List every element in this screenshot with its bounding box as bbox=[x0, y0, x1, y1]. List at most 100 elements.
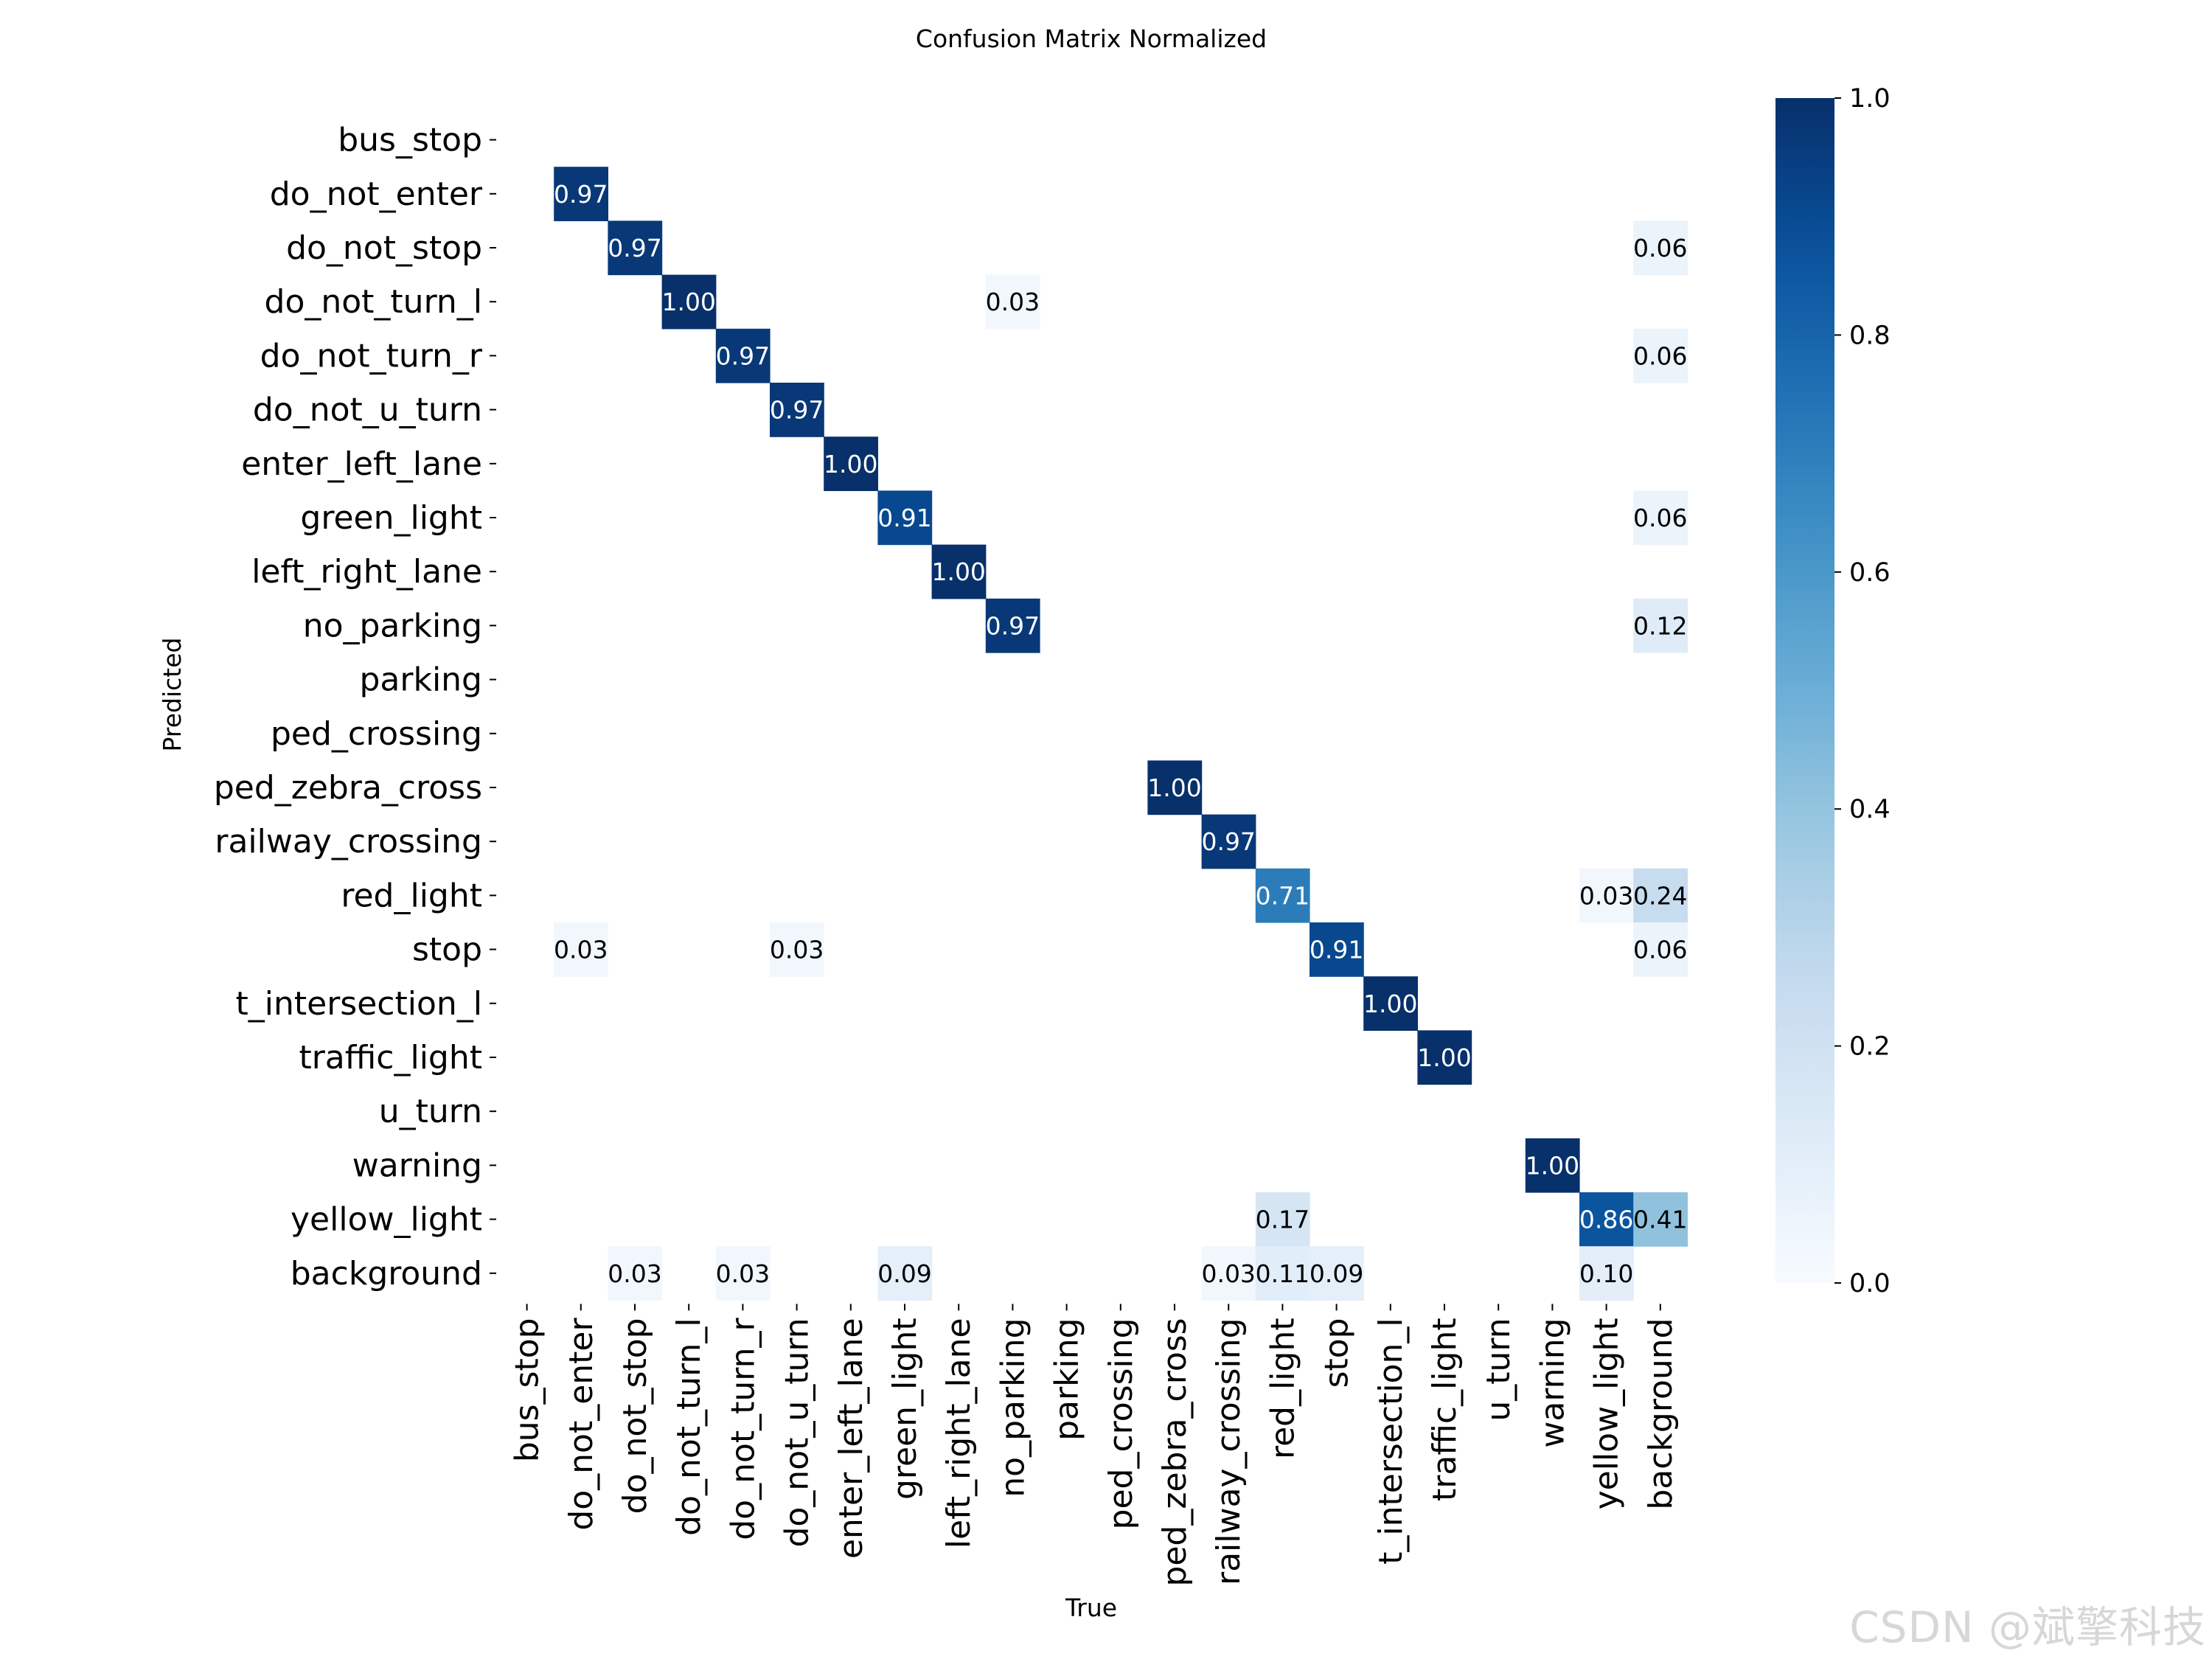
heatmap-cell bbox=[1633, 868, 1688, 923]
x-tick-label: do_not_u_turn bbox=[779, 1318, 816, 1547]
heatmap-cell bbox=[877, 490, 933, 546]
colorbar-tick-label: 0.6 bbox=[1849, 558, 1891, 588]
colorbar-tick-label: 0.2 bbox=[1849, 1032, 1891, 1062]
y-tick-label: enter_left_lane bbox=[241, 445, 482, 483]
heatmap-cell bbox=[1255, 1192, 1310, 1247]
cell-value-label: 1.00 bbox=[661, 288, 715, 316]
heatmap-cell bbox=[770, 922, 824, 977]
heatmap-cell bbox=[1201, 814, 1256, 869]
y-tick-label: bus_stop bbox=[338, 122, 482, 159]
cell-value-label: 0.97 bbox=[608, 234, 661, 262]
cell-value-label: 1.00 bbox=[1363, 990, 1417, 1018]
y-tick-label: green_light bbox=[300, 499, 482, 537]
heatmap-cell bbox=[770, 383, 824, 437]
heatmap-cell bbox=[1310, 922, 1364, 977]
cell-value-label: 1.00 bbox=[824, 450, 877, 479]
cell-value-label: 0.97 bbox=[1201, 827, 1255, 856]
heatmap-cell bbox=[824, 437, 878, 491]
cell-value-label: 0.41 bbox=[1633, 1206, 1687, 1234]
cell-value-label: 0.97 bbox=[770, 396, 824, 425]
heatmap-cell bbox=[1579, 1246, 1634, 1301]
x-tick-label: left_right_lane bbox=[940, 1318, 978, 1548]
heatmap-cell bbox=[1633, 220, 1688, 276]
y-tick-label: do_not_stop bbox=[286, 229, 482, 267]
colorbar-gradient bbox=[1775, 98, 1834, 1283]
cell-value-label: 0.03 bbox=[1201, 1259, 1255, 1288]
y-tick-label: red_light bbox=[341, 877, 482, 914]
heatmap-cell bbox=[608, 1246, 663, 1301]
x-tick-label: t_intersection_l bbox=[1372, 1318, 1410, 1564]
cell-value-label: 1.00 bbox=[1147, 773, 1201, 802]
cell-value-label: 0.97 bbox=[986, 611, 1040, 640]
cell-value-label: 0.03 bbox=[554, 936, 608, 964]
y-tick-label: yellow_light bbox=[291, 1201, 482, 1239]
heatmap-cell bbox=[877, 1246, 933, 1301]
cell-value-label: 0.06 bbox=[1633, 234, 1687, 262]
colorbar-tick-label: 0.4 bbox=[1849, 795, 1891, 824]
cell-value-label: 0.06 bbox=[1633, 504, 1687, 532]
cell-value-label: 1.00 bbox=[931, 557, 985, 586]
chart-title: Confusion Matrix Normalized bbox=[916, 24, 1267, 53]
x-tick-label: red_light bbox=[1264, 1318, 1301, 1459]
y-tick-label: ped_zebra_cross bbox=[214, 769, 482, 807]
y-axis-label: Predicted bbox=[158, 638, 187, 752]
heatmap-cell bbox=[554, 922, 608, 977]
cell-value-label: 0.03 bbox=[1579, 881, 1633, 910]
x-tick-label: traffic_light bbox=[1426, 1318, 1464, 1501]
cell-value-label: 0.11 bbox=[1256, 1259, 1310, 1288]
colorbar-tick-label: 0.8 bbox=[1849, 321, 1891, 350]
heatmap-cell bbox=[1579, 868, 1634, 923]
heatmap-cell bbox=[1255, 1246, 1310, 1301]
cell-value-label: 0.86 bbox=[1579, 1206, 1633, 1234]
heatmap-cell bbox=[1633, 922, 1688, 977]
x-tick-label: enter_left_lane bbox=[832, 1318, 870, 1559]
heatmap-cell bbox=[661, 274, 717, 330]
heatmap-cell bbox=[1579, 1192, 1634, 1247]
cell-value-label: 0.03 bbox=[986, 288, 1040, 316]
colorbar-tick-label: 0.0 bbox=[1849, 1269, 1891, 1298]
heatmap-cell bbox=[1633, 328, 1688, 383]
x-tick-label: warning bbox=[1534, 1318, 1571, 1447]
y-tick-label: traffic_light bbox=[299, 1039, 482, 1077]
heatmap-cell bbox=[1525, 1138, 1580, 1193]
y-tick-label: u_turn bbox=[379, 1093, 482, 1130]
cell-value-label: 0.03 bbox=[770, 936, 824, 964]
y-tick-label: background bbox=[291, 1255, 482, 1293]
heatmap-cell bbox=[608, 220, 663, 276]
heatmap-cell bbox=[1255, 868, 1310, 923]
x-tick-labels: bus_stop do_not_enter do_not_stop do_not_tu… bbox=[509, 1304, 1680, 1587]
y-tick-label: parking bbox=[359, 661, 482, 699]
heatmap-cell bbox=[1363, 976, 1418, 1031]
heatmap-cell bbox=[1201, 1246, 1256, 1301]
y-tick-label: do_not_turn_l bbox=[265, 283, 482, 321]
x-tick-label: no_parking bbox=[994, 1318, 1032, 1497]
cell-value-label: 0.24 bbox=[1633, 881, 1687, 910]
colorbar-tick-label: 1.0 bbox=[1849, 84, 1891, 114]
heatmap-cell bbox=[985, 274, 1040, 330]
cell-value-label: 0.09 bbox=[877, 1259, 931, 1288]
cell-value-label: 0.71 bbox=[1256, 881, 1310, 910]
colorbar: 0.0 0.2 0.4 0.6 0.8 1.0 bbox=[1775, 84, 1891, 1298]
cell-value-label: 0.10 bbox=[1579, 1259, 1633, 1288]
heatmap-cell bbox=[715, 1246, 771, 1301]
x-tick-label: bus_stop bbox=[509, 1318, 546, 1462]
cell-value-label: 0.09 bbox=[1310, 1259, 1363, 1288]
x-tick-label: yellow_light bbox=[1588, 1318, 1626, 1509]
y-tick-label: railway_crossing bbox=[215, 823, 482, 860]
heatmap-cell bbox=[1633, 1192, 1688, 1247]
heatmap-cell bbox=[931, 544, 987, 599]
x-tick-label: parking bbox=[1048, 1318, 1086, 1441]
x-axis-label: True bbox=[1065, 1593, 1117, 1622]
y-tick-label: left_right_lane bbox=[251, 553, 482, 591]
x-tick-label: railway_crossing bbox=[1210, 1318, 1248, 1585]
x-tick-label: do_not_turn_l bbox=[670, 1318, 708, 1535]
cell-value-label: 1.00 bbox=[1417, 1043, 1471, 1072]
heatmap-cell bbox=[715, 328, 771, 383]
cell-value-label: 0.03 bbox=[716, 1259, 770, 1288]
cell-value-label: 0.91 bbox=[1310, 936, 1363, 964]
heatmap-cell bbox=[1417, 1030, 1472, 1085]
watermark-text: CSDN @斌擎科技 bbox=[1849, 1602, 2206, 1652]
x-tick-label: stop bbox=[1318, 1318, 1356, 1388]
cell-value-label: 1.00 bbox=[1526, 1151, 1579, 1180]
